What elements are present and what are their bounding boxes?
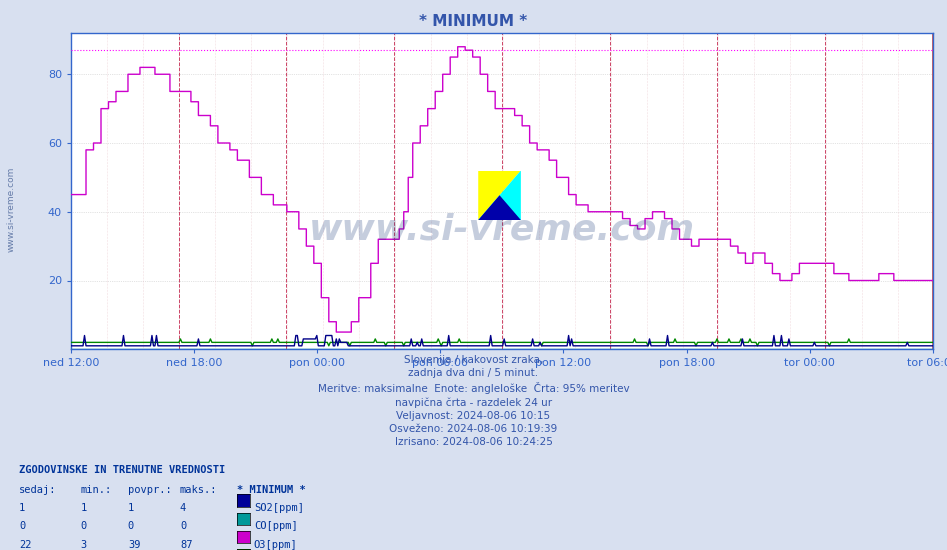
Text: 1: 1 xyxy=(19,503,26,513)
Text: 0: 0 xyxy=(180,521,187,531)
Text: 39: 39 xyxy=(128,540,140,549)
Text: www.si-vreme.com: www.si-vreme.com xyxy=(7,166,16,252)
Text: 1: 1 xyxy=(128,503,134,513)
Polygon shape xyxy=(478,170,521,220)
Polygon shape xyxy=(478,195,521,220)
Text: SO2[ppm]: SO2[ppm] xyxy=(254,503,304,513)
Text: 22: 22 xyxy=(19,540,31,549)
Text: 4: 4 xyxy=(180,503,187,513)
Text: www.si-vreme.com: www.si-vreme.com xyxy=(309,212,695,246)
Text: maks.:: maks.: xyxy=(180,485,218,495)
Text: 1: 1 xyxy=(80,503,87,513)
Text: ZGODOVINSKE IN TRENUTNE VREDNOSTI: ZGODOVINSKE IN TRENUTNE VREDNOSTI xyxy=(19,465,225,475)
Text: 0: 0 xyxy=(80,521,87,531)
Text: 0: 0 xyxy=(19,521,26,531)
Text: * MINIMUM *: * MINIMUM * xyxy=(237,485,306,495)
Text: Slovenija / kakovost zraka,
zadnja dva dni / 5 minut.
Meritve: maksimalne  Enote: Slovenija / kakovost zraka, zadnja dva d… xyxy=(317,355,630,448)
Text: sedaj:: sedaj: xyxy=(19,485,57,495)
Text: 0: 0 xyxy=(128,521,134,531)
Text: * MINIMUM *: * MINIMUM * xyxy=(420,14,527,29)
Text: CO[ppm]: CO[ppm] xyxy=(254,521,297,531)
Text: min.:: min.: xyxy=(80,485,112,495)
Text: povpr.:: povpr.: xyxy=(128,485,171,495)
Text: O3[ppm]: O3[ppm] xyxy=(254,540,297,549)
Polygon shape xyxy=(478,170,521,220)
Text: 3: 3 xyxy=(80,540,87,549)
Text: 87: 87 xyxy=(180,540,192,549)
